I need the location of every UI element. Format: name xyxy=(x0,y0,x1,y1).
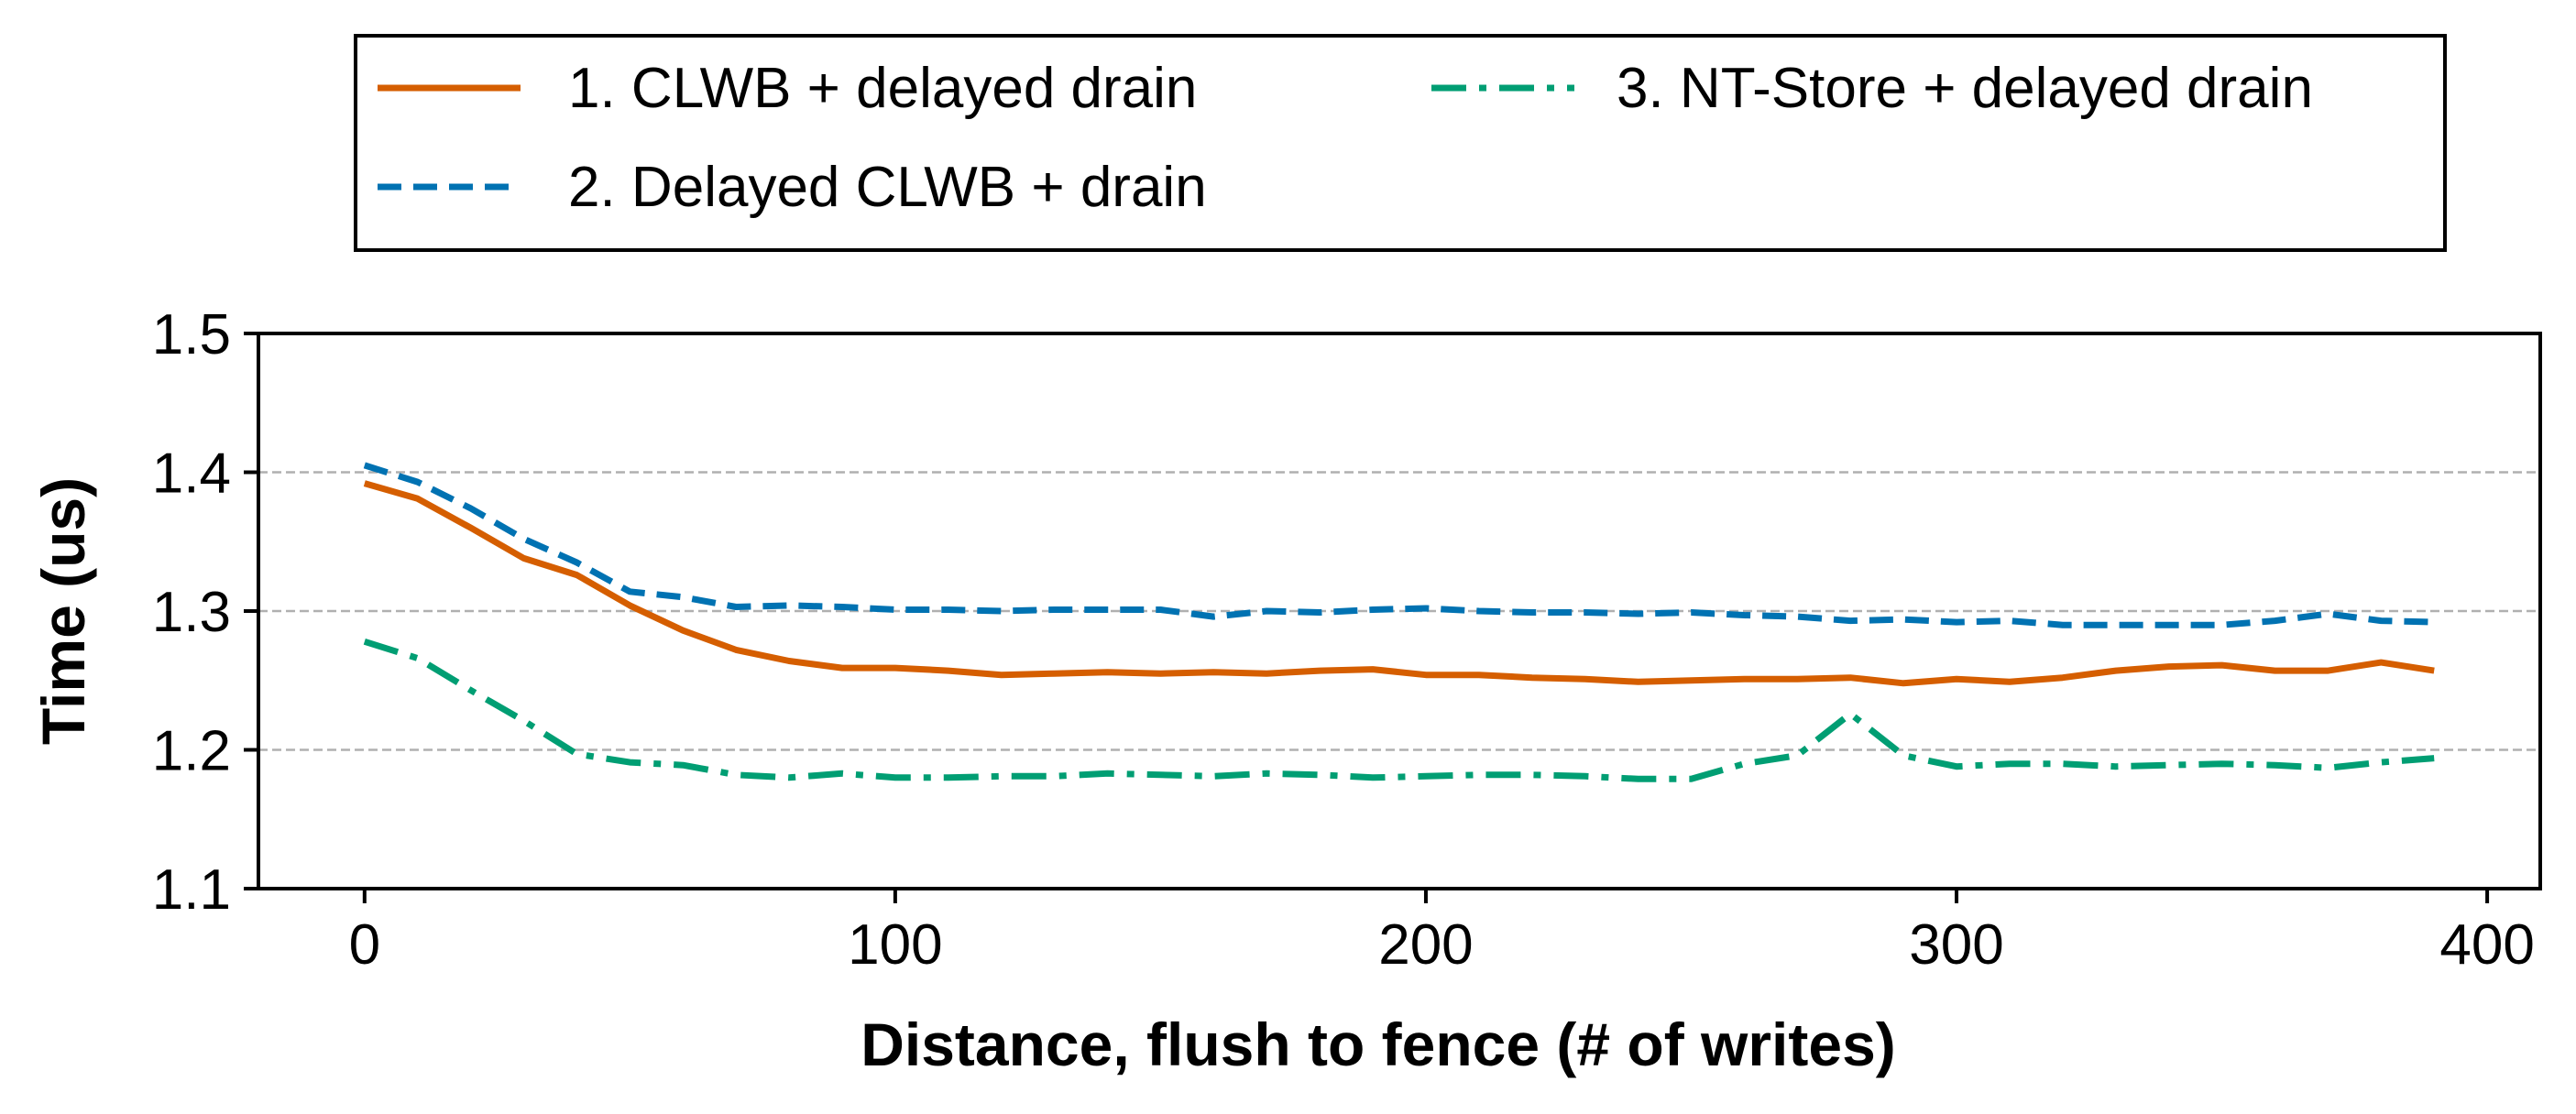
x-tick-label-0: 0 xyxy=(349,913,380,977)
gridlines xyxy=(258,471,2540,751)
x-axis-ticks: 0 100 200 300 400 xyxy=(349,889,2535,977)
x-tick-label-4: 400 xyxy=(2439,913,2534,977)
y-axis-ticks: 1.1 1.2 1.3 1.4 1.5 xyxy=(152,303,258,922)
x-tick-label-1: 100 xyxy=(848,913,942,977)
y-tick-label-4: 1.5 xyxy=(152,303,231,366)
series-lines xyxy=(363,462,2435,782)
y-tick-label-3: 1.4 xyxy=(152,442,231,506)
legend-label-series-1: 1. CLWB + delayed drain xyxy=(568,57,1197,120)
x-tick-label-2: 200 xyxy=(1378,913,1473,977)
x-axis-title: Distance, flush to fence (# of writes) xyxy=(860,1010,1896,1078)
legend-label-series-3: 3. NT-Store + delayed drain xyxy=(1617,57,2313,120)
legend: 1. CLWB + delayed drain 2. Delayed CLWB … xyxy=(354,34,2447,252)
y-tick-label-2: 1.3 xyxy=(152,581,231,644)
series-line-2 xyxy=(363,462,2435,628)
y-axis-title: Time (us) xyxy=(29,477,97,745)
legend-label-series-2: 2. Delayed CLWB + drain xyxy=(568,156,1207,219)
plot-area: 0 100 200 300 400 1.1 1.2 1.3 1.4 1.5 xyxy=(152,303,2542,977)
y-tick-label-0: 1.1 xyxy=(152,858,231,922)
legend-box xyxy=(354,34,2447,252)
x-tick-label-3: 300 xyxy=(1909,913,2003,977)
series-line-1 xyxy=(363,480,2435,687)
y-tick-label-1: 1.2 xyxy=(152,720,231,783)
series-line-3 xyxy=(363,638,2435,782)
